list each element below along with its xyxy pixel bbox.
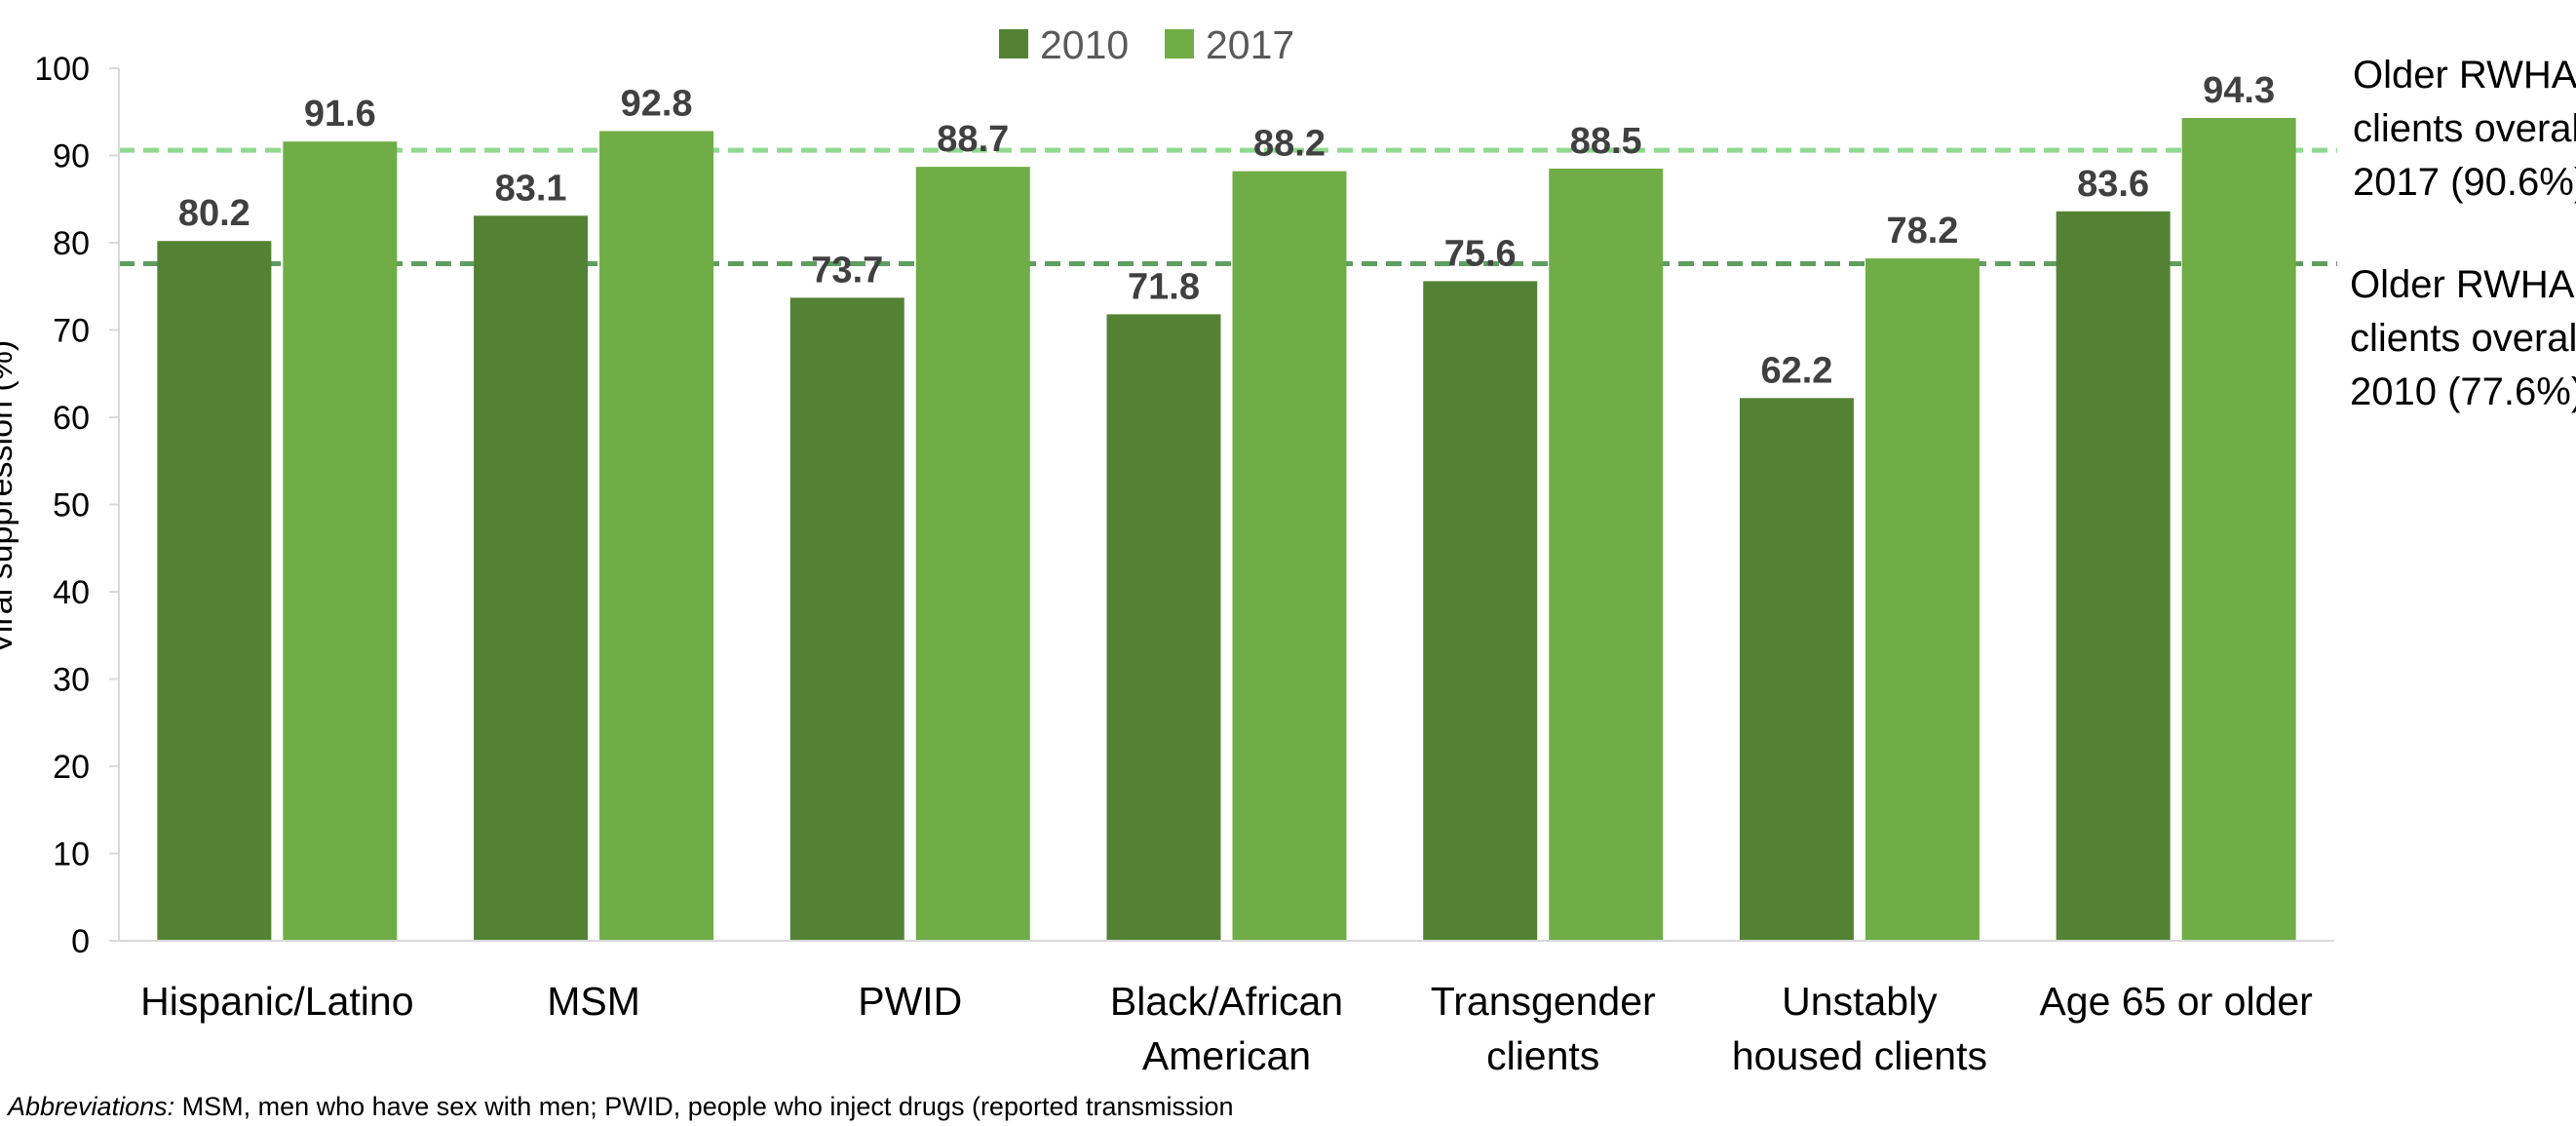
data-label-2010-1: 83.1	[495, 168, 567, 209]
y-tick-label: 10	[53, 836, 90, 874]
data-label-2010-2: 73.7	[811, 250, 883, 291]
reference-line-label: clients overall,	[2350, 317, 2576, 360]
legend-swatch-2017	[1165, 29, 1194, 58]
bar-2010-3	[1106, 314, 1221, 941]
y-tick-label: 30	[53, 662, 90, 699]
bar-2010-1	[474, 215, 589, 941]
category-label: housed clients	[1732, 1033, 1987, 1078]
bar-2017-6	[2181, 118, 2296, 941]
y-tick-label: 80	[53, 225, 90, 262]
bar-2017-0	[283, 141, 398, 941]
data-label-2010-5: 62.2	[1760, 350, 1832, 391]
category-label: Age 65 or older	[2039, 979, 2312, 1024]
data-label-2010-4: 75.6	[1444, 233, 1517, 274]
footnote-text: MSM, men who have sex with men; PWID, pe…	[174, 1092, 1234, 1121]
y-tick-label: 50	[53, 487, 90, 524]
data-label-2017-4: 88.5	[1570, 121, 1642, 162]
category-label: Transgender	[1431, 979, 1656, 1024]
category-label: PWID	[858, 979, 962, 1024]
y-tick-label: 0	[71, 923, 90, 960]
y-tick-label: 60	[53, 400, 90, 437]
reference-line-label: clients overall,	[2353, 107, 2576, 150]
y-tick-label: 70	[53, 313, 90, 350]
data-label-2017-6: 94.3	[2203, 70, 2275, 111]
data-label-2010-0: 80.2	[178, 193, 250, 234]
y-tick-label: 90	[53, 138, 90, 175]
bar-2017-3	[1232, 171, 1347, 942]
category-label: clients	[1486, 1033, 1599, 1078]
footnote-prefix: Abbreviations:	[8, 1092, 175, 1121]
reference-line-label: 2010 (77.6%)	[2350, 370, 2576, 413]
data-label-2017-1: 92.8	[621, 83, 693, 124]
legend-label-2010: 2010	[1040, 22, 1129, 67]
bars	[157, 118, 2296, 942]
bar-2017-1	[599, 131, 714, 941]
bar-2010-2	[789, 297, 904, 941]
labels: 80.2 91.6 Hispanic/Latino 83.1 92.8 MSM 73.7 88…	[140, 54, 2576, 1078]
reference-line-label: 2017 (90.6%)	[2353, 161, 2576, 204]
data-label-2010-6: 83.6	[2077, 164, 2149, 205]
axes: 0 10 20 30 40 50 60 70 80 90 100	[34, 51, 2334, 960]
y-axis-title: Viral suppression (%)	[0, 340, 19, 655]
bar-2017-5	[1865, 258, 1980, 941]
footnote: Abbreviations: MSM, men who have sex wit…	[8, 1092, 1234, 1122]
y-tick-label: 100	[34, 51, 90, 88]
legend: 2010 2017	[999, 22, 1294, 67]
category-label: MSM	[547, 979, 640, 1024]
category-label: Unstably	[1782, 979, 1938, 1024]
legend-swatch-2010	[999, 29, 1028, 58]
category-label: American	[1142, 1033, 1311, 1078]
data-label-2010-3: 71.8	[1128, 266, 1200, 307]
bar-2010-0	[157, 241, 272, 941]
reference-line-label: Older RWHAP	[2350, 263, 2576, 306]
y-tick-label: 40	[53, 574, 90, 611]
reference-line-label: Older RWHAP	[2353, 54, 2576, 97]
y-tick-label: 20	[53, 749, 90, 786]
category-label: Hispanic/Latino	[140, 979, 413, 1024]
bar-2010-5	[1739, 398, 1854, 941]
data-label-2017-0: 91.6	[304, 94, 376, 135]
bar-2010-6	[2056, 211, 2171, 941]
legend-label-2017: 2017	[1206, 22, 1294, 67]
bar-2017-4	[1549, 168, 1664, 942]
bar-2017-2	[915, 167, 1030, 941]
category-label: Black/African	[1110, 979, 1343, 1024]
reference-lines	[119, 147, 2337, 266]
data-label-2017-2: 88.7	[937, 119, 1009, 160]
data-label-2017-5: 78.2	[1886, 211, 1958, 252]
data-label-2017-3: 88.2	[1253, 124, 1326, 165]
bar-2010-4	[1423, 281, 1538, 941]
